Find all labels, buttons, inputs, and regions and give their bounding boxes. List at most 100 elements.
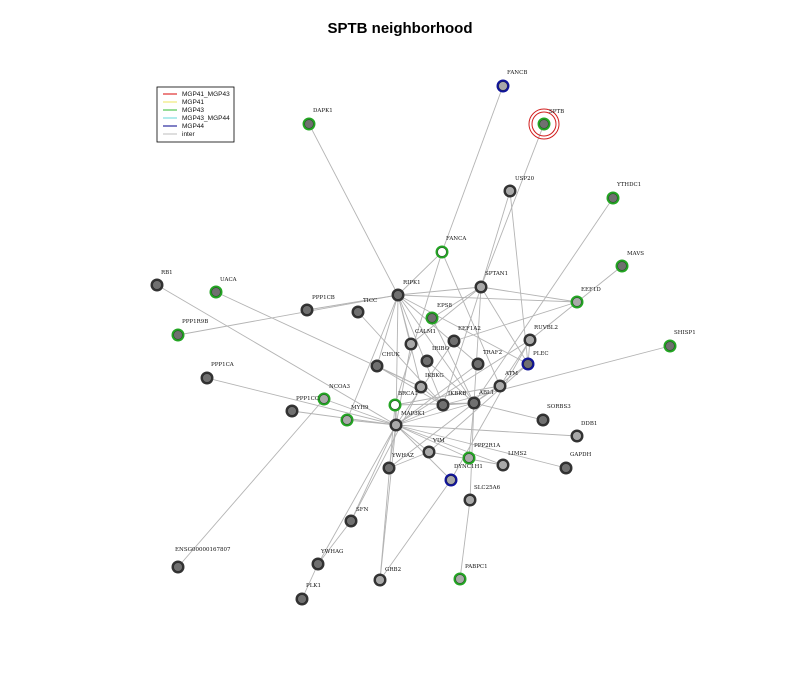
node-sfn[interactable]: SFN xyxy=(344,507,369,528)
edge-ticc-ikbkb xyxy=(357,311,444,406)
node-mavs[interactable]: MAVS xyxy=(615,251,645,273)
node-eef1a2[interactable]: EEF1A2 xyxy=(447,326,481,348)
node-sptb[interactable]: SPTB xyxy=(528,108,564,140)
node-ncoa3[interactable]: NCOA3 xyxy=(317,384,351,406)
node-fanca[interactable]: FANCA xyxy=(435,236,468,259)
node-iribo[interactable]: IRIBO xyxy=(420,346,450,368)
node-core xyxy=(617,261,627,271)
node-label: DAPK1 xyxy=(313,108,333,114)
node-label: ATM xyxy=(504,371,518,377)
edge-fanca-ripk1 xyxy=(397,251,443,296)
node-lims2[interactable]: LIMS2 xyxy=(496,451,527,472)
node-label: LIMS2 xyxy=(508,451,527,457)
legend-label: MGP43 xyxy=(182,107,204,114)
node-ensg00000167807[interactable]: ENSG00000167807 xyxy=(171,547,231,574)
node-ppp1cb[interactable]: PPP1CB xyxy=(300,295,335,317)
node-ythdc1[interactable]: YTHDC1 xyxy=(606,182,642,205)
node-core xyxy=(449,336,459,346)
node-traf2[interactable]: TRAF2 xyxy=(471,350,503,371)
edge-abl1-map3k1 xyxy=(395,402,475,426)
node-core xyxy=(505,186,515,196)
edge-ruvbl2-atm xyxy=(499,339,531,387)
node-vim[interactable]: VIM xyxy=(422,438,446,459)
node-ppp2r1a[interactable]: PPP2R1A xyxy=(462,443,502,465)
edge-ripk1-ikbkb xyxy=(397,294,444,406)
node-eef1d[interactable]: EEF1D xyxy=(570,287,602,309)
node-dapk1[interactable]: DAPK1 xyxy=(302,108,333,131)
edge-abl1-slc25a6 xyxy=(469,402,475,501)
node-sptan1[interactable]: SPTAN1 xyxy=(474,271,509,294)
edge-ripk1-abl1 xyxy=(397,294,475,404)
node-label: PABPC1 xyxy=(465,564,488,570)
node-ywhaz[interactable]: YWHAZ xyxy=(382,453,415,475)
node-ripk1[interactable]: RIPK1 xyxy=(391,280,421,302)
node-map3k1[interactable]: MAP3K1 xyxy=(389,411,426,432)
node-core xyxy=(424,447,434,457)
edge-dapk1-ripk1 xyxy=(308,123,399,296)
node-brca1[interactable]: BRCA1 xyxy=(388,391,418,412)
node-plec[interactable]: PLEC xyxy=(521,351,549,371)
node-label: YWHAG xyxy=(320,549,343,555)
node-ywhag[interactable]: YWHAG xyxy=(311,549,344,571)
node-dync1h1[interactable]: DYNC1H1 xyxy=(444,464,483,487)
node-label: SHISP1 xyxy=(674,330,696,336)
node-shisp1[interactable]: SHISP1 xyxy=(663,330,696,353)
node-atm[interactable]: ATM xyxy=(493,371,519,393)
node-ddb1[interactable]: DDB1 xyxy=(570,421,598,443)
node-calm1[interactable]: CALM1 xyxy=(404,329,436,351)
node-core xyxy=(346,516,356,526)
node-ticc[interactable]: TICC xyxy=(351,298,378,319)
edge-ripk1-chuk xyxy=(376,294,399,367)
node-label: EEF1D xyxy=(581,287,601,293)
edge-map3k1-gapdh xyxy=(395,424,567,469)
edge-ripk1-plec xyxy=(397,294,529,365)
node-sorbs3[interactable]: SORBS3 xyxy=(536,404,572,427)
node-myh9[interactable]: MYH9 xyxy=(340,405,370,427)
node-gapdh[interactable]: GAPDH xyxy=(559,452,592,475)
node-core xyxy=(465,495,475,505)
node-slc25a6[interactable]: SLC25A6 xyxy=(463,485,501,507)
edge-ruvbl2-map3k1 xyxy=(395,339,531,426)
node-core xyxy=(437,247,447,257)
edge-ikbkb-map3k1 xyxy=(395,404,444,426)
node-chuk[interactable]: CHUK xyxy=(370,352,401,373)
edge-sptan1-calm1 xyxy=(410,286,482,345)
edge-ripk1-myh9 xyxy=(346,294,399,421)
node-grb2[interactable]: GRB2 xyxy=(373,567,402,587)
node-ruvbl2[interactable]: RUVBL2 xyxy=(523,325,558,347)
node-core xyxy=(523,359,533,369)
node-ppp1r9b[interactable]: PPP1R9B xyxy=(171,319,209,342)
node-ikbkb[interactable]: IKBKB xyxy=(436,391,467,412)
node-core xyxy=(202,373,212,383)
node-label: ABL1 xyxy=(478,390,494,396)
node-rb1[interactable]: RB1 xyxy=(150,270,173,292)
node-plk1[interactable]: PLK1 xyxy=(295,583,321,606)
node-usp20[interactable]: USP20 xyxy=(503,176,535,198)
edge-atm-brca1 xyxy=(394,385,501,406)
node-core xyxy=(304,119,314,129)
node-label: DYNC1H1 xyxy=(454,464,483,470)
node-core xyxy=(384,463,394,473)
node-ppp1ca[interactable]: PPP1CA xyxy=(200,362,235,385)
node-ppp1cc[interactable]: PPP1CC xyxy=(285,396,320,418)
edge-brca1-abl1 xyxy=(394,402,475,406)
node-uaca[interactable]: UACA xyxy=(209,277,238,299)
node-ikbkg[interactable]: IKBKG xyxy=(414,373,444,394)
node-label: USP20 xyxy=(515,176,535,182)
edge-ikbkg-sfn xyxy=(350,386,422,522)
node-eps8[interactable]: EPS8 xyxy=(425,303,453,325)
node-label: EEF1A2 xyxy=(458,326,481,332)
node-core xyxy=(372,361,382,371)
node-label: IRIBO xyxy=(432,346,450,352)
node-label: PPP1CC xyxy=(296,396,319,402)
node-label: PPP1CB xyxy=(312,295,335,301)
node-core xyxy=(498,460,508,470)
node-fancb[interactable]: FANCB xyxy=(496,70,528,93)
node-pabpc1[interactable]: PABPC1 xyxy=(453,564,488,586)
node-abl1[interactable]: ABL1 xyxy=(467,390,495,410)
edge-slc25a6-pabpc1 xyxy=(459,499,471,580)
node-core xyxy=(476,282,486,292)
edge-map3k1-grb2 xyxy=(379,424,397,581)
edge-fanca-brca1 xyxy=(394,251,443,406)
